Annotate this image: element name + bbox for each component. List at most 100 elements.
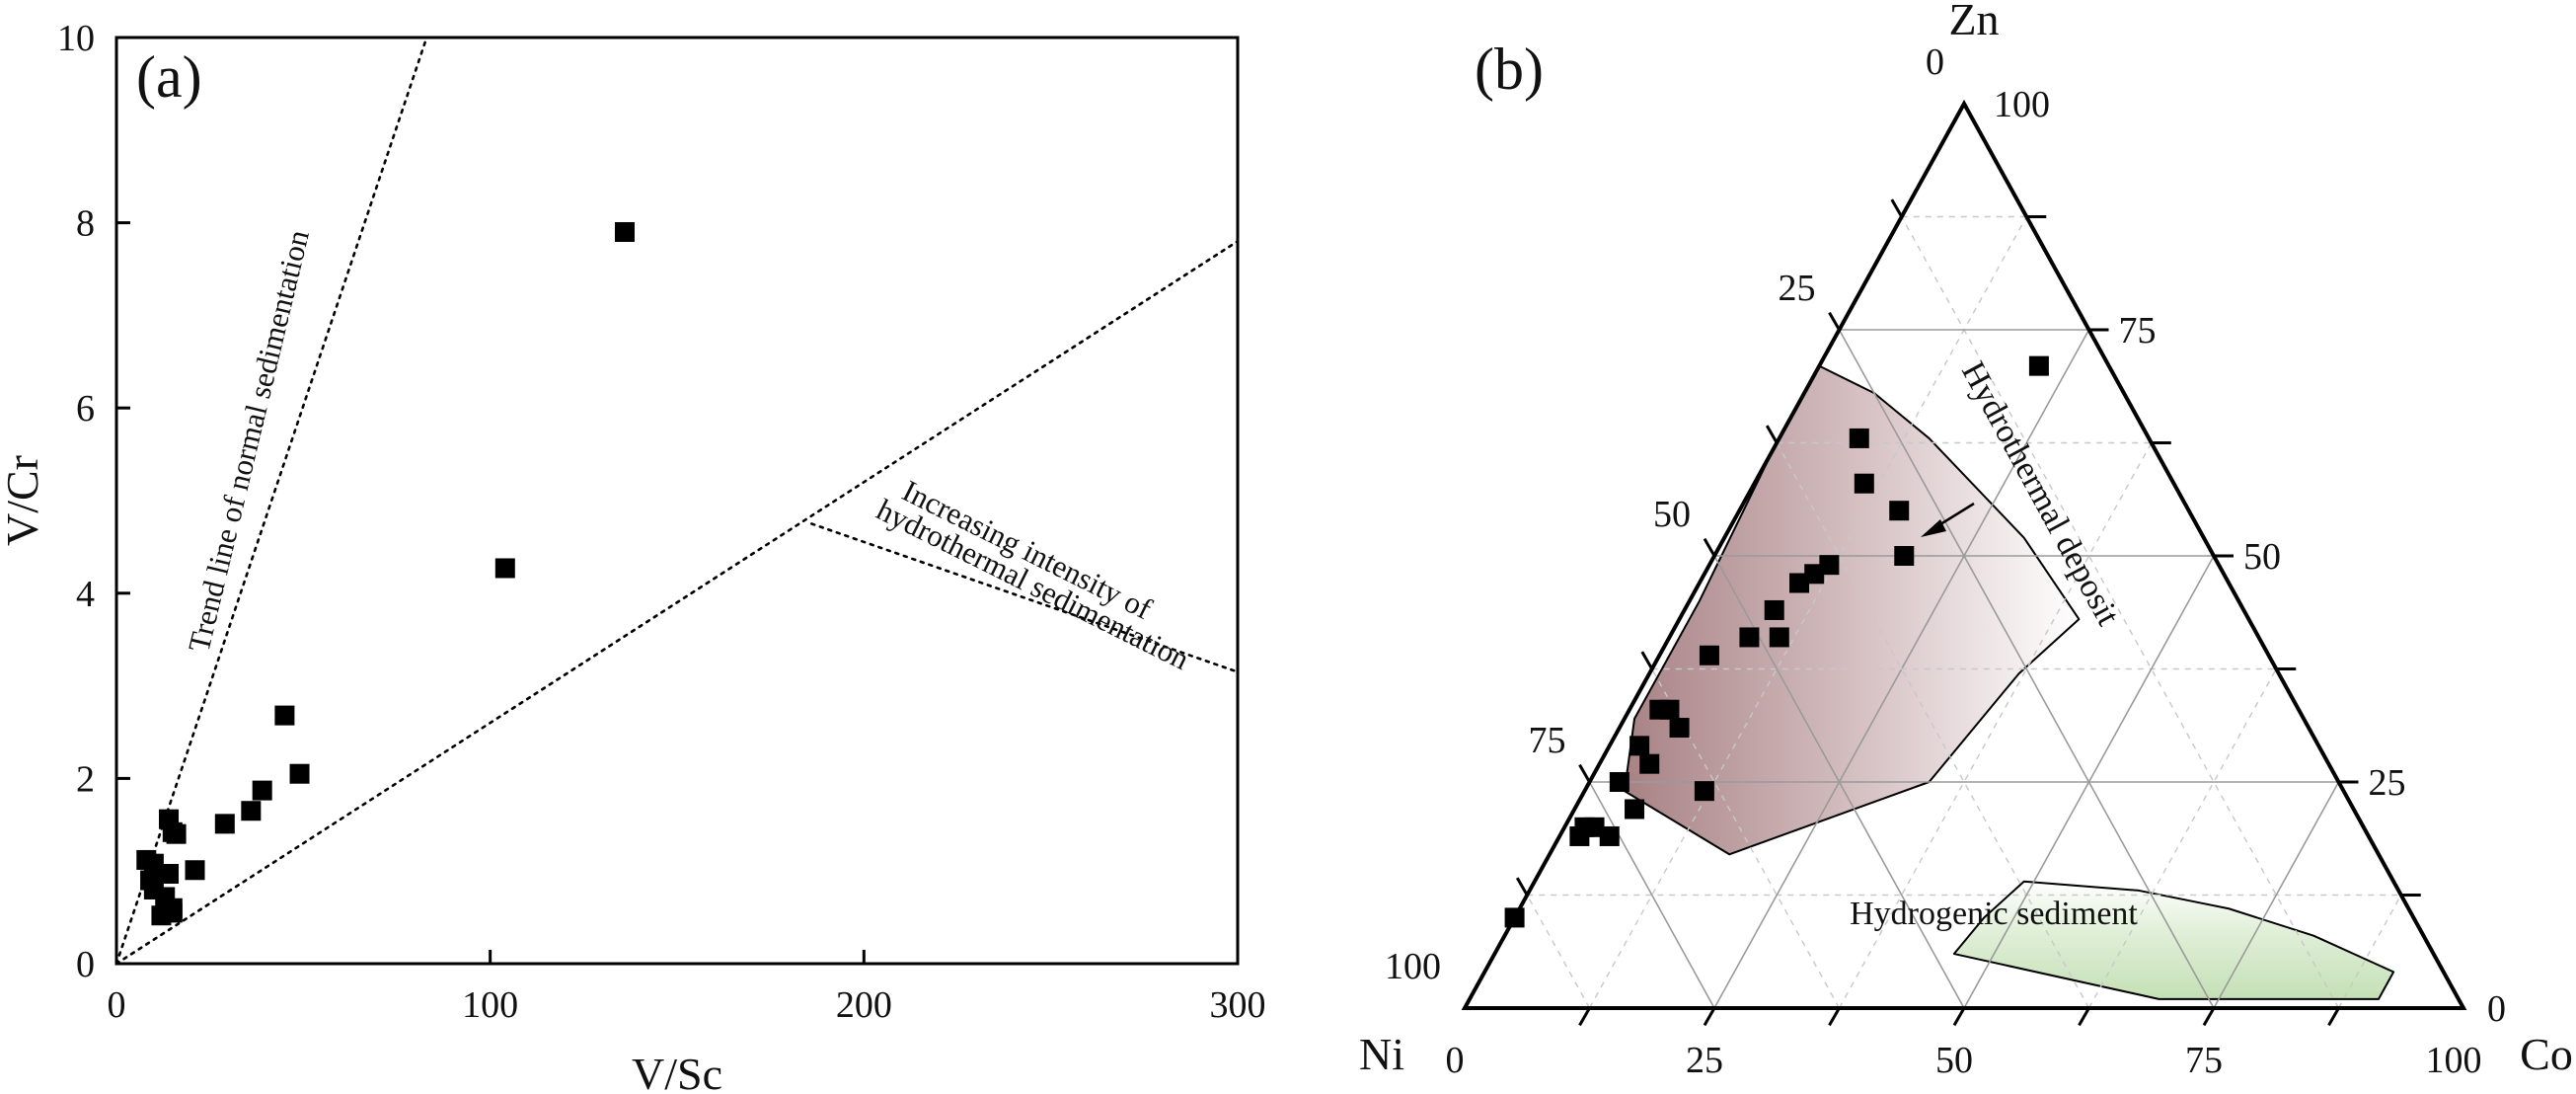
ternary-tick-mark	[1952, 1007, 1966, 1027]
data-point	[1694, 781, 1714, 802]
data-point	[1894, 546, 1915, 566]
ternary-tick-label: 50	[1653, 494, 1691, 535]
ternary-tick-label: 100	[2426, 1040, 2482, 1081]
data-point	[1854, 473, 1874, 494]
gridline-ni	[1838, 329, 2215, 1009]
region-hydrogenic	[1952, 880, 2395, 1000]
x-tick-label: 100	[462, 984, 518, 1026]
data-point	[185, 860, 205, 881]
y-tick-label: 2	[76, 758, 95, 800]
data-point	[1504, 907, 1525, 928]
x-axis-title-a: V/Sc	[632, 1049, 722, 1094]
ternary-tick-mark	[2327, 1007, 2340, 1027]
data-point	[1669, 718, 1690, 739]
x-tick-label: 300	[1210, 984, 1266, 1026]
ternary-tick-label: 75	[1529, 720, 1566, 761]
ternary-tick-mark	[2078, 1007, 2090, 1027]
y-tick-label: 0	[76, 944, 95, 985]
gridline-ni	[1776, 442, 2090, 1009]
axis-label-co: Co	[2520, 1029, 2573, 1079]
data-point	[241, 801, 262, 821]
data-point	[1599, 825, 1620, 846]
data-point	[614, 221, 635, 242]
plot-frame-a	[114, 36, 1240, 966]
ternary-tick-label: 25	[1686, 1040, 1723, 1081]
gridline-co	[1588, 216, 2027, 1009]
ternary-tick-mark	[1828, 1007, 1841, 1027]
data-point	[1739, 627, 1760, 648]
ternary-tick-mark	[1890, 198, 1904, 218]
reference-lines	[116, 38, 1238, 964]
ternary-tick-label: 50	[2243, 536, 2281, 578]
ternary-tick-label: 0	[1926, 41, 1944, 83]
data-point	[289, 763, 310, 784]
axis-label-zn: Zn	[1948, 0, 1999, 44]
trend-line-label: Trend line of normal sedimentation	[182, 226, 316, 656]
ternary-tick-mark	[1640, 651, 1654, 670]
data-point	[1639, 753, 1660, 774]
data-points-b	[1504, 355, 2049, 928]
data-point	[166, 823, 187, 844]
ternary-tick-label: 75	[2185, 1040, 2223, 1081]
ternary-gridlines	[1526, 215, 2402, 1009]
regions	[1623, 364, 2395, 1000]
ternary-tick-mark	[1578, 1007, 1591, 1027]
data-point	[252, 780, 272, 801]
ternary-tick-label: 25	[1779, 268, 1816, 309]
data-point	[214, 814, 235, 834]
data-point	[1609, 772, 1629, 792]
gridline-co	[2337, 895, 2402, 1009]
ternary-tick-label: 50	[1935, 1040, 1973, 1081]
data-points-a	[136, 221, 635, 926]
ternary-tick-label: 100	[1385, 946, 1441, 987]
hydrogenic-region-label: Hydrogenic sediment	[1850, 896, 2138, 932]
hydrothermal-trend-label-2: hydrothermal sedimentation	[871, 492, 1195, 676]
y-tick-label: 4	[76, 574, 95, 615]
gridline-co	[1838, 442, 2153, 1009]
y-axis-title-a: V/Cr	[0, 455, 47, 546]
panel-a-scatter-plot: 0 100 200 300 0 2 4 6 8 10 (a) V/Sc V/Cr Trend li…	[0, 18, 1266, 1094]
data-point	[1629, 736, 1650, 756]
ternary-tick-mark	[1515, 877, 1529, 897]
data-point	[1699, 645, 1719, 665]
y-tick-label: 10	[57, 18, 95, 59]
gridline-co	[2213, 781, 2340, 1009]
ternary-tick-mark	[1828, 311, 1841, 331]
ternary-tick-mark	[2202, 1007, 2216, 1027]
data-point	[1649, 699, 1670, 720]
ternary-tick-label: 100	[1994, 84, 2050, 125]
gridline-ni	[1901, 216, 2340, 1009]
data-point	[1819, 555, 1840, 576]
hydrothermal-arrow	[1921, 502, 1975, 537]
gridline-ni	[1526, 895, 1591, 1009]
panel-label-b: (b)	[1475, 37, 1544, 102]
data-point	[2028, 355, 2049, 376]
x-tick-label: 200	[836, 984, 892, 1026]
data-point	[274, 705, 295, 726]
y-tick-label: 8	[76, 203, 95, 245]
ternary-tick-mark	[1703, 537, 1716, 557]
data-point	[494, 558, 515, 579]
ternary-tick-mark	[1703, 1007, 1716, 1027]
data-point	[162, 902, 183, 923]
data-point	[1849, 428, 1869, 448]
gridline-co	[1963, 555, 2215, 1009]
x-tick-label: 0	[108, 984, 126, 1026]
axis-ticks-a: 0 100 200 300 0 2 4 6 8 10	[57, 18, 1266, 1026]
y-tick-label: 6	[76, 388, 95, 430]
data-point	[143, 853, 164, 874]
data-point	[1789, 573, 1810, 593]
ternary-tick-mark	[1578, 763, 1591, 783]
ternary-tick-label: 0	[1446, 1040, 1465, 1081]
data-point	[1625, 799, 1645, 820]
ternary-tick-label: 0	[2487, 988, 2506, 1030]
gridline-co	[2087, 668, 2277, 1009]
reference-line-2	[116, 240, 1238, 964]
data-point	[1769, 627, 1789, 648]
reference-line-1	[116, 38, 428, 964]
data-point	[1804, 564, 1825, 585]
data-point	[1569, 825, 1590, 846]
